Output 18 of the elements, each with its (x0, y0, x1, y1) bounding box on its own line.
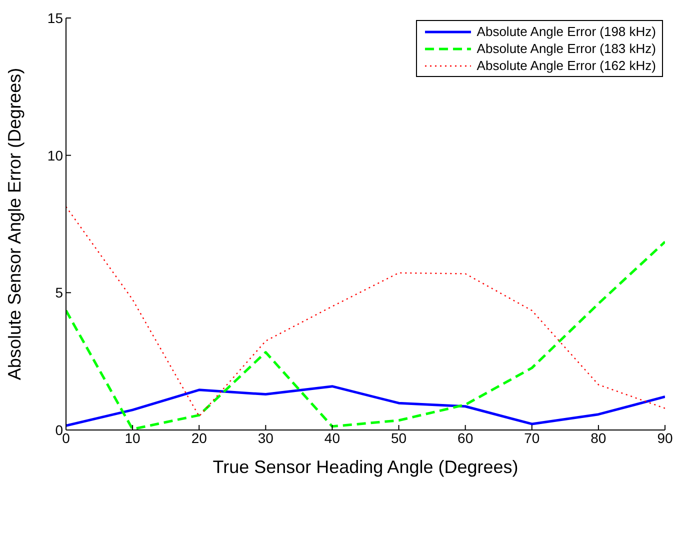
y-tick-label: 10 (47, 147, 64, 164)
x-tick-label: 90 (657, 430, 673, 446)
x-tick-label: 30 (258, 430, 274, 446)
legend-label: Absolute Angle Error (183 kHz) (476, 40, 656, 57)
x-tick-label: 60 (458, 430, 474, 446)
line-series (66, 385, 665, 427)
legend-label: Absolute Angle Error (162 kHz) (476, 57, 656, 74)
x-tick-label: 20 (191, 430, 208, 446)
x-tick-label: 70 (524, 430, 540, 446)
y-tick-label: 5 (55, 284, 64, 301)
y-tick-label: 15 (47, 10, 64, 26)
legend-label: Absolute Angle Error (198 kHz) (476, 23, 656, 40)
x-axis-title: True Sensor Heading Angle (Degrees) (212, 457, 518, 477)
x-tick-label: 50 (390, 430, 407, 446)
line-series (66, 206, 665, 417)
x-tick-label: 10 (124, 430, 141, 446)
x-tick-label: 40 (324, 430, 340, 446)
x-tick-label: 80 (590, 430, 606, 446)
